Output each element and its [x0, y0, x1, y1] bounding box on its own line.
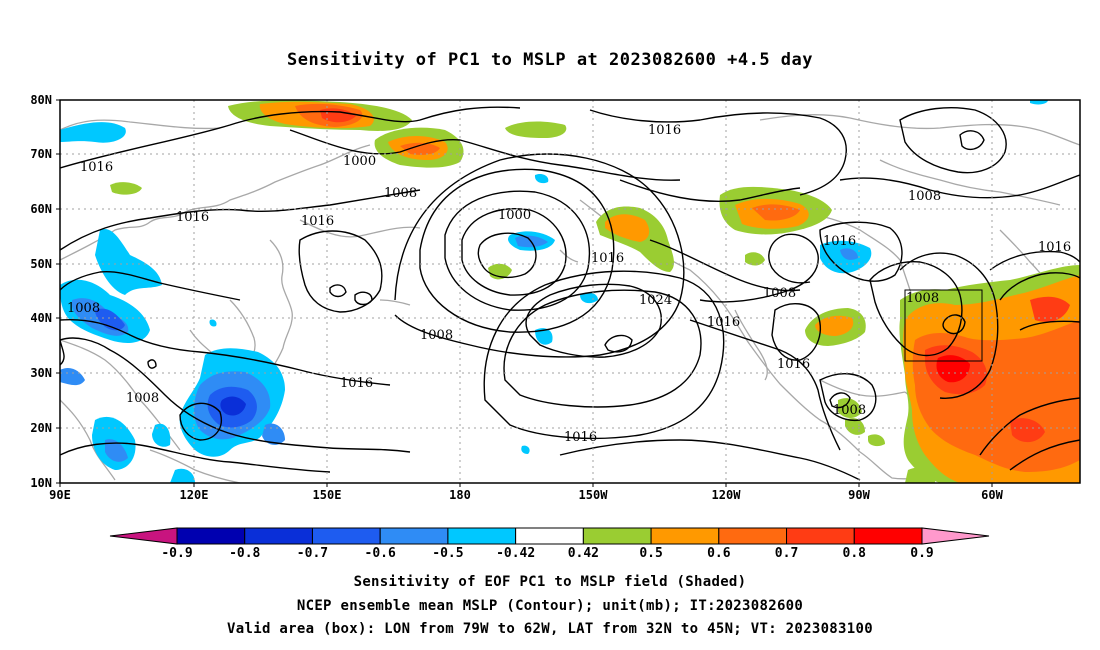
caption-line-3: Valid area (box): LON from 79W to 62W, L… — [227, 621, 873, 637]
lat-label: 20N — [30, 421, 52, 435]
colorbar-label: -0.7 — [297, 546, 328, 561]
contour-label: 1008 — [420, 328, 453, 343]
caption-line-2: NCEP ensemble mean MSLP (Contour); unit(… — [296, 598, 804, 614]
contour-label: 1016 — [1038, 240, 1071, 255]
colorbar-box — [582, 527, 652, 545]
colorbar-box — [176, 527, 246, 545]
contour-label: 1008 — [126, 391, 159, 406]
contour-label: 1008 — [384, 186, 417, 201]
lat-label: 10N — [30, 476, 52, 490]
colorbar-box — [379, 527, 449, 545]
plot-area: 1016 1000 1008 1016 1016 1000 1016 1024 … — [60, 100, 1080, 483]
contour-label: 1016 — [80, 160, 113, 175]
lat-label: 40N — [30, 311, 52, 325]
contour-label: 1008 — [67, 301, 100, 316]
valid-area-box — [904, 289, 983, 362]
contour-label: 1016 — [176, 210, 209, 225]
latitude-labels: 80N 70N 60N 50N 40N 30N 20N 10N — [30, 93, 52, 490]
lon-label: 90W — [848, 488, 870, 502]
longitude-labels: 90E 120E 150E 180 150W 120W 90W 60W — [49, 488, 1003, 502]
colorbar-box — [447, 527, 517, 545]
colorbar-label: -0.9 — [161, 546, 192, 561]
colorbar-label: 0.6 — [707, 546, 731, 561]
contour-label: 1016 — [564, 430, 597, 445]
contour-label: 1008 — [833, 403, 866, 418]
colorbar-low-end — [109, 527, 178, 545]
map-title: Sensitivity of PC1 to MSLP at 2023082600… — [286, 50, 813, 70]
caption-line-1: Sensitivity of EOF PC1 to MSLP field (Sh… — [353, 574, 747, 590]
colorbar-box — [244, 527, 313, 545]
lon-label: 120E — [180, 488, 209, 502]
lat-label: 60N — [30, 202, 52, 216]
contour-label: 1016 — [823, 234, 856, 249]
colorbar-box — [718, 527, 788, 545]
contour-label: 1016 — [591, 251, 624, 266]
colorbar-box — [515, 527, 584, 545]
plot-border — [59, 99, 1081, 484]
contour-label: 1016 — [301, 214, 334, 229]
contour-label: 1008 — [906, 291, 939, 306]
lat-label: 50N — [30, 257, 52, 271]
lon-label: 150W — [579, 488, 609, 502]
contour-labels: 1016 1000 1008 1016 1016 1000 1016 1024 … — [67, 123, 1071, 445]
lon-label: 150E — [313, 488, 342, 502]
lon-label: 120W — [712, 488, 742, 502]
grid-lines — [60, 100, 1080, 483]
contour-label: 1016 — [340, 376, 373, 391]
contour-label: 1008 — [908, 189, 941, 204]
colorbar-label: -0.5 — [432, 546, 463, 561]
colorbar: -0.9 -0.8 -0.7 -0.6 -0.5 -0.42 0.42 0.5 0.6 0.7 0.… — [109, 527, 990, 561]
tick-marks — [56, 99, 993, 487]
colorbar-box — [311, 527, 381, 545]
lat-label: 30N — [30, 366, 52, 380]
contour-label: 1000 — [498, 208, 531, 223]
colorbar-box — [786, 527, 855, 545]
contour-label: 1000 — [343, 154, 376, 169]
lon-label: 60W — [981, 488, 1003, 502]
colorbar-label: -0.6 — [365, 546, 396, 561]
lon-label: 90E — [49, 488, 71, 502]
contour-label: 1016 — [777, 357, 810, 372]
negative-sensitivity-shading — [60, 100, 1048, 483]
colorbar-label: 0.42 — [568, 546, 599, 561]
contour-label: 1024 — [639, 293, 672, 308]
colorbar-label: 0.8 — [843, 546, 867, 561]
colorbar-box — [650, 527, 720, 545]
colorbar-high-end — [921, 527, 990, 545]
lon-label: 180 — [449, 488, 471, 502]
colorbar-label: 0.9 — [910, 546, 933, 561]
colorbar-label: 0.7 — [775, 546, 798, 561]
colorbar-label: 0.5 — [639, 546, 662, 561]
contour-label: 1016 — [707, 315, 740, 330]
contour-label: 1008 — [763, 286, 796, 301]
mslp-contours — [60, 106, 1080, 481]
lat-label: 70N — [30, 147, 52, 161]
colorbar-label: -0.42 — [496, 546, 535, 561]
colorbar-box — [853, 527, 923, 545]
lat-label: 80N — [30, 93, 52, 107]
colorbar-label: -0.8 — [229, 546, 260, 561]
contour-label: 1016 — [648, 123, 681, 138]
